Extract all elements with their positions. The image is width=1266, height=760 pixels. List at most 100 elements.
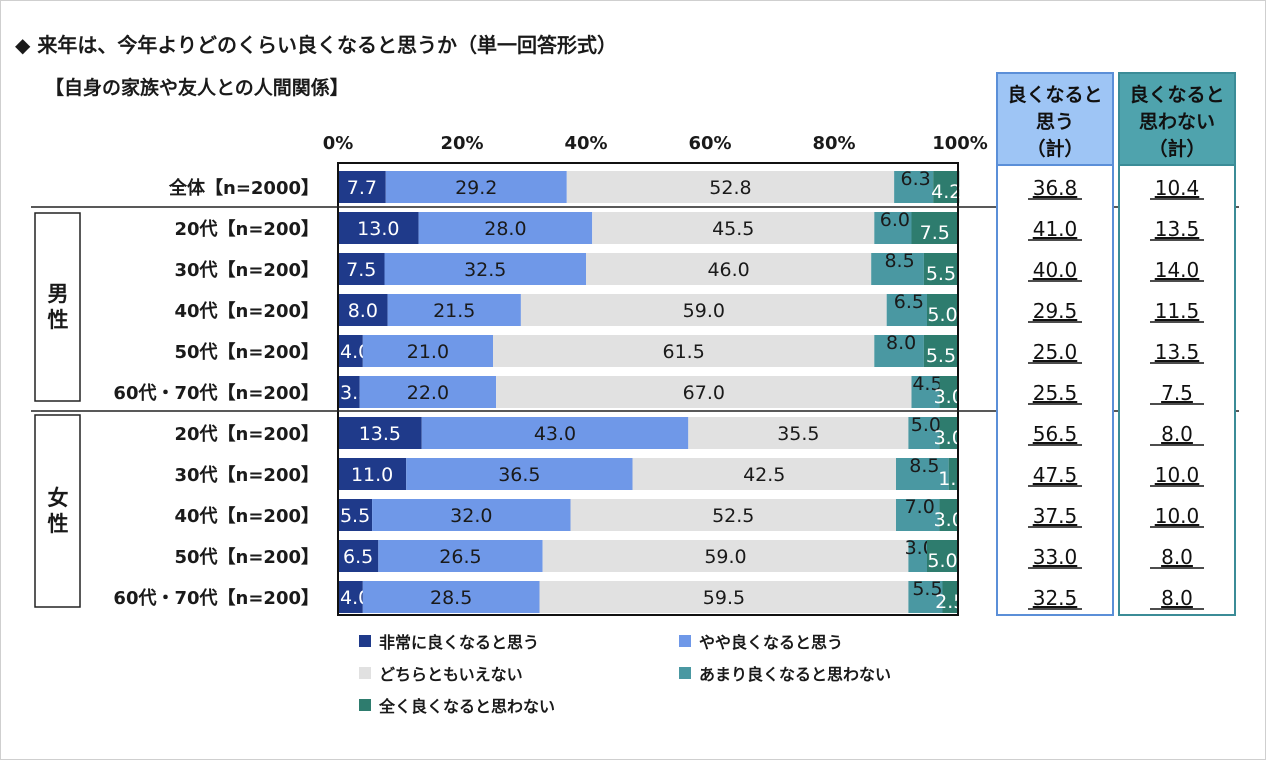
bar-segment xyxy=(338,417,422,449)
bar-value-label: 6.5 xyxy=(343,546,373,568)
bar-value-label: 7.7 xyxy=(347,177,377,199)
bar-segment xyxy=(520,294,887,326)
bar-value-label: 36.5 xyxy=(498,464,540,486)
bar-segment xyxy=(896,499,940,531)
bar-segment xyxy=(338,458,407,490)
category-label: 50代【n=200】 xyxy=(174,547,319,568)
category-label: 60代・70代【n=200】 xyxy=(113,383,319,404)
bar-segment xyxy=(338,294,388,326)
bar-segment xyxy=(908,581,943,613)
summary-good-header-text: 思う xyxy=(1036,111,1074,133)
bar-value-label: 11.0 xyxy=(351,464,393,486)
bar-value-label: 8.5 xyxy=(909,455,939,477)
bar-segment xyxy=(688,417,909,449)
bar-segment xyxy=(908,417,940,449)
summary-bad-header-text: 良くなると xyxy=(1129,83,1224,106)
bar-value-label: 13.5 xyxy=(359,423,401,445)
chart-title: ◆ 来年は、今年よりどのくらい良くなると思うか（単一回答形式） xyxy=(15,33,617,57)
bar-segment xyxy=(939,499,958,531)
bar-value-label: 67.0 xyxy=(683,382,725,404)
bar-value-label: 29.2 xyxy=(455,177,497,199)
bar-segment xyxy=(874,212,912,244)
bar-value-label: 5.5 xyxy=(926,263,956,285)
x-tick-label: 0% xyxy=(323,133,354,154)
summary-good-header-box xyxy=(996,72,1114,166)
summary-good-value: 29.5 xyxy=(1033,299,1078,323)
summary-bad-value: 13.5 xyxy=(1155,217,1200,241)
summary-bad-value: 11.5 xyxy=(1155,299,1200,323)
summary-bad-header-text: （計） xyxy=(1148,137,1205,160)
summary-bad-value: 10.0 xyxy=(1155,504,1200,528)
category-label: 20代【n=200】 xyxy=(174,424,319,445)
bar-segment xyxy=(896,458,949,490)
chart-subtitle: 【自身の家族や友人との人間関係】 xyxy=(45,77,349,99)
summary-good-value: 37.5 xyxy=(1033,504,1078,528)
bar-segment xyxy=(939,376,958,408)
bar-segment xyxy=(566,171,895,203)
x-tick-label: 80% xyxy=(812,133,855,154)
category-label: 30代【n=200】 xyxy=(174,465,319,486)
bar-segment xyxy=(338,581,363,613)
bar-segment xyxy=(632,458,896,490)
bar-segment xyxy=(372,499,571,531)
bar-value-label: 59.5 xyxy=(703,587,745,609)
bar-segment xyxy=(338,212,419,244)
bar-value-label: 61.5 xyxy=(662,341,704,363)
bar-segment xyxy=(338,376,360,408)
summary-good-value: 47.5 xyxy=(1033,463,1078,487)
bar-value-label: 52.8 xyxy=(709,177,751,199)
bar-segment xyxy=(338,335,363,367)
summary-bad-value: 7.5 xyxy=(1161,381,1193,405)
bar-value-label: 26.5 xyxy=(439,546,481,568)
bar-value-label: 21.5 xyxy=(433,300,475,322)
bar-segment xyxy=(384,253,586,285)
bar-value-label: 2.5 xyxy=(935,591,965,613)
summary-good-value: 32.5 xyxy=(1033,586,1078,610)
bar-value-label: 8.0 xyxy=(886,332,916,354)
summary-good-value: 40.0 xyxy=(1033,258,1078,282)
bar-segment xyxy=(871,253,924,285)
bar-segment xyxy=(570,499,896,531)
bar-value-label: 46.0 xyxy=(707,259,749,281)
group-box-female xyxy=(34,414,81,608)
bar-value-label: 7.0 xyxy=(905,496,935,518)
bar-value-label: 4.5 xyxy=(912,373,942,395)
bar-value-label: 42.5 xyxy=(743,464,785,486)
bar-value-label: 4.2 xyxy=(931,181,961,203)
category-label: 50代【n=200】 xyxy=(174,342,319,363)
bar-segment xyxy=(378,540,543,572)
bar-segment xyxy=(911,212,958,244)
bar-value-label: 6.5 xyxy=(894,291,924,313)
bar-value-label: 7.5 xyxy=(346,259,376,281)
category-label: 40代【n=200】 xyxy=(174,301,319,322)
summary-bad-value: 13.5 xyxy=(1155,340,1200,364)
summary-bad-value: 14.0 xyxy=(1155,258,1200,282)
bar-segment xyxy=(586,253,872,285)
bar-value-label: 1.5 xyxy=(938,468,968,490)
bar-segment xyxy=(927,540,958,572)
bar-value-label: 5.5 xyxy=(340,505,370,527)
bar-segment xyxy=(496,376,912,408)
summary-good-header-text: （計） xyxy=(1026,137,1083,160)
bar-segment xyxy=(406,458,633,490)
bar-value-label: 3.0 xyxy=(934,427,964,449)
bar-segment xyxy=(939,417,958,449)
x-tick-label: 40% xyxy=(564,133,607,154)
bar-value-label: 13.0 xyxy=(357,218,399,240)
category-label: 全体【n=2000】 xyxy=(168,177,319,199)
summary-good-value: 41.0 xyxy=(1033,217,1078,241)
bar-value-label: 22.0 xyxy=(407,382,449,404)
bar-segment xyxy=(338,253,385,285)
bar-value-label: 59.0 xyxy=(683,300,725,322)
category-label: 30代【n=200】 xyxy=(174,260,319,281)
bar-value-label: 8.5 xyxy=(884,250,914,272)
group-box-male xyxy=(34,212,81,402)
bar-value-label: 4.0 xyxy=(340,341,370,363)
bar-value-label: 35.5 xyxy=(777,423,819,445)
bar-segment xyxy=(421,417,689,449)
bar-segment xyxy=(933,171,960,203)
bar-value-label: 6.0 xyxy=(880,209,910,231)
bar-segment xyxy=(894,171,934,203)
bar-value-label: 8.0 xyxy=(348,300,378,322)
